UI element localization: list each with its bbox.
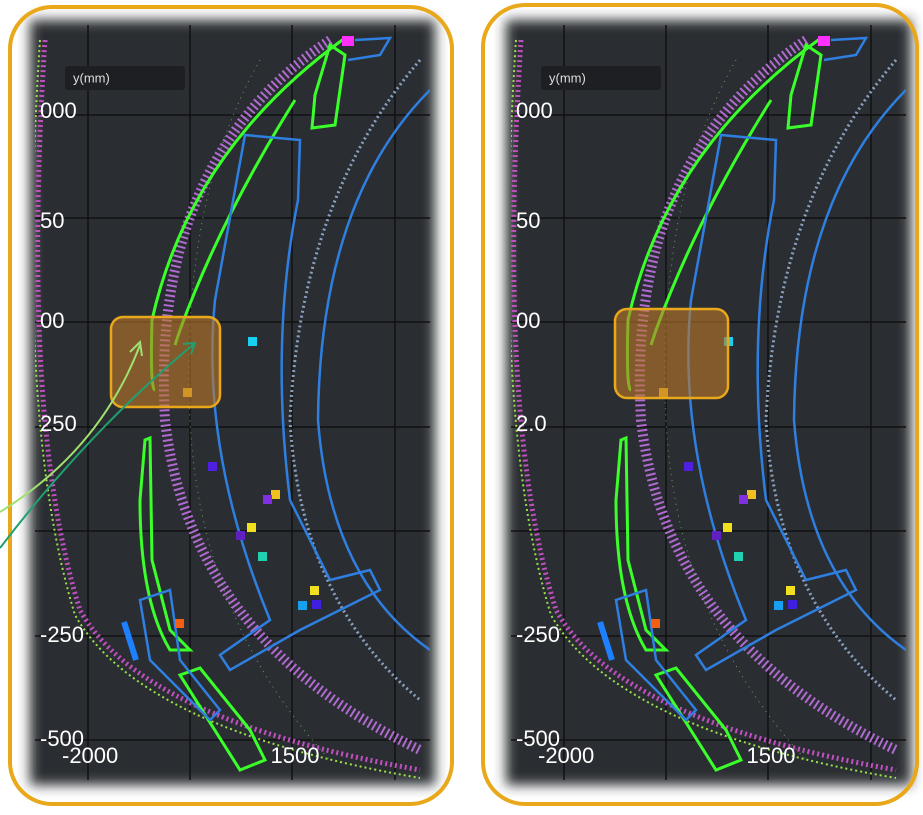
y-tick-label: 50 (40, 208, 64, 233)
left-view (30, 20, 435, 785)
right-view (506, 20, 911, 785)
left-highlight (109, 315, 222, 409)
arrowhead (129, 339, 143, 357)
axis-title: y(mm) (549, 70, 586, 85)
x-tick-label: -2000 (62, 743, 118, 768)
y-tick-label: -250 (516, 622, 560, 647)
y-tick-label: 50 (516, 208, 540, 233)
y-tick-label: -500 (40, 726, 84, 751)
y-tick-label: 2.0 (516, 411, 547, 436)
arrow (0, 344, 141, 513)
y-tick-label: -500 (516, 726, 560, 751)
left-panel-border (8, 5, 454, 806)
right-highlight (613, 307, 730, 400)
arrow (0, 342, 196, 549)
x-tick-label: 1500 (271, 743, 320, 768)
y-tick-label: 000 (40, 98, 77, 123)
x-tick-label: -2000 (538, 743, 594, 768)
y-tick-label: 250 (40, 411, 77, 436)
arrowhead (182, 341, 197, 355)
y-tick-label: 00 (40, 308, 64, 333)
y-tick-label: 000 (516, 98, 553, 123)
x-tick-label: 1500 (747, 743, 796, 768)
y-tick-label: -250 (40, 622, 84, 647)
axis-title: y(mm) (73, 70, 110, 85)
y-tick-label: 00 (516, 308, 540, 333)
right-panel-border (481, 3, 919, 806)
